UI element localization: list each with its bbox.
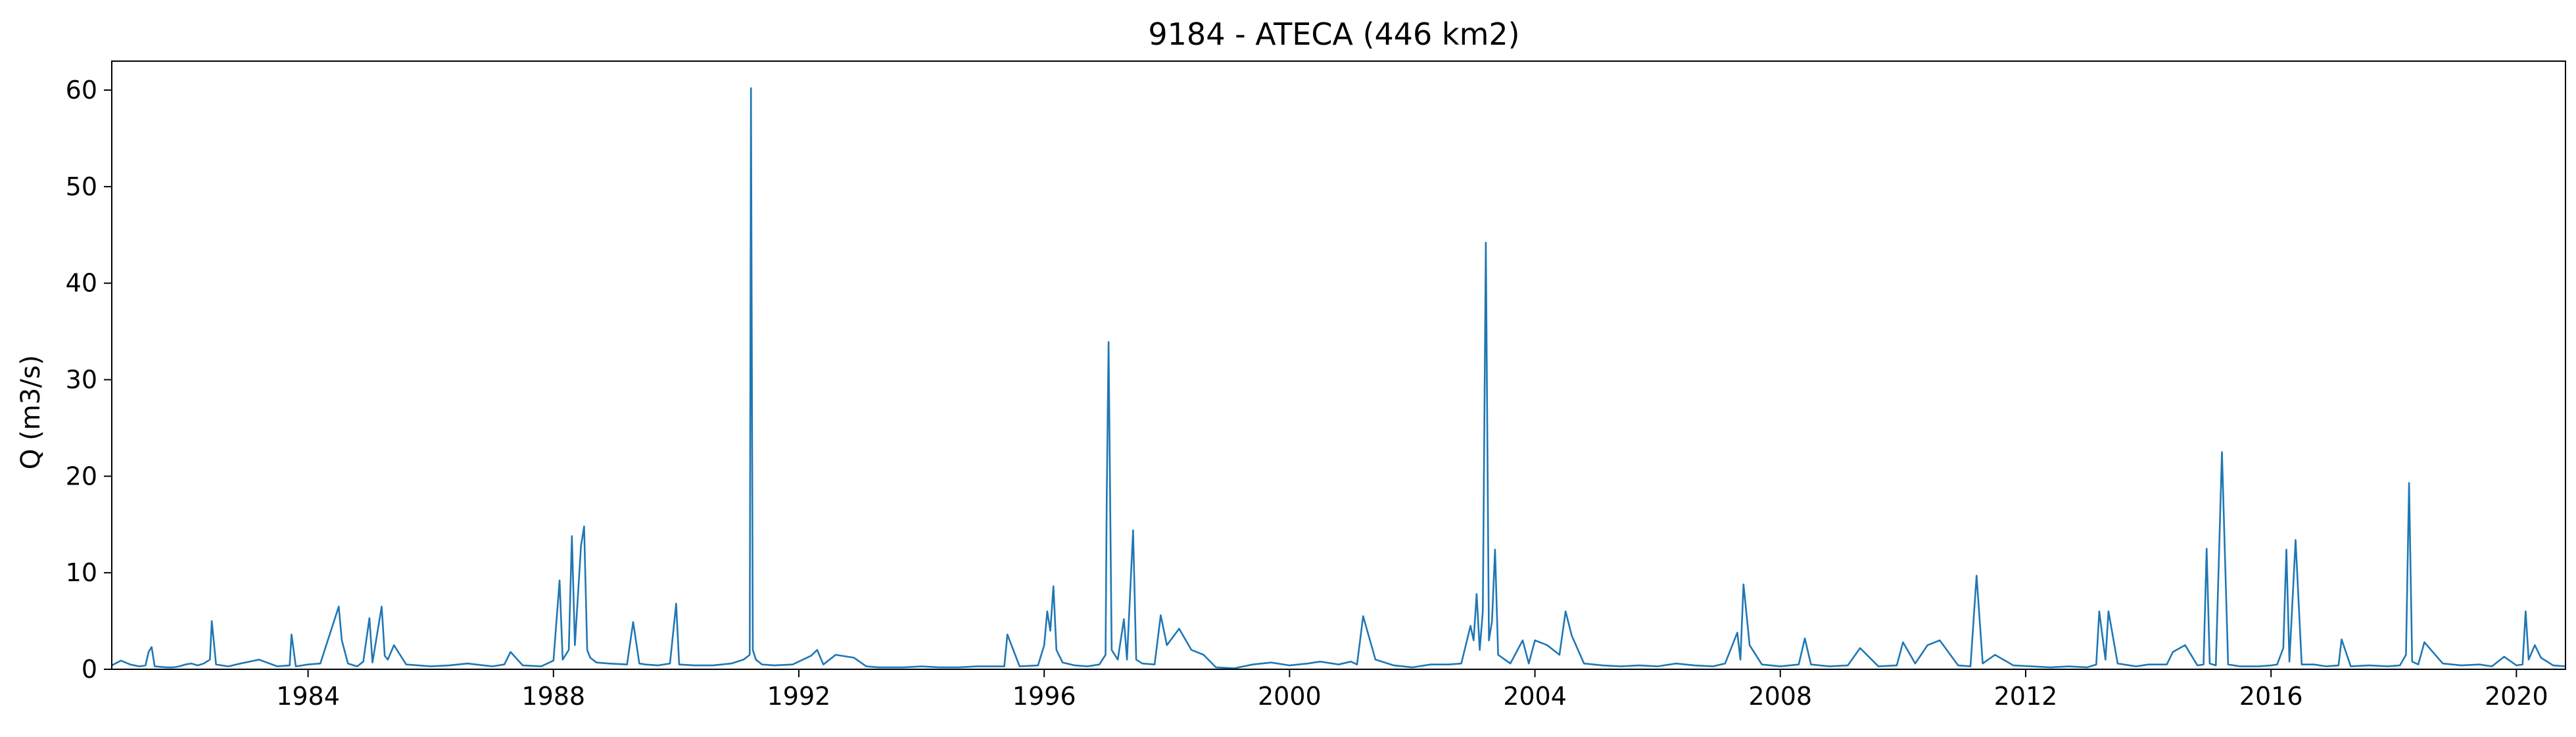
x-tick-label: 1988 [521,682,585,711]
axes-frame [111,60,2566,670]
y-tick-label: 0 [82,655,97,684]
plot-area: 1984 1988 1992 1996 2000 2004 2008 2012 2016 2020… [66,60,2566,711]
x-tick-label: 1996 [1013,682,1076,711]
chart-title: 9184 - ATECA (446 km2) [1148,16,1519,52]
x-tick-label: 2004 [1503,682,1567,711]
y-tick-label: 30 [66,366,97,394]
x-tick-label: 2012 [1994,682,2058,711]
x-tick-label: 1992 [767,682,831,711]
x-tick-label: 2020 [2485,682,2548,711]
y-tick-label: 10 [66,558,97,587]
x-tick-label: 1984 [276,682,340,711]
series-line-0 [112,87,2565,669]
x-tick-label: 2000 [1258,682,1322,711]
y-tick-label: 20 [66,462,97,490]
y-axis-label: Q (m3/s) [16,355,46,469]
y-tick-label: 50 [66,172,97,201]
y-tick-label: 60 [66,76,97,105]
x-tick-label: 2016 [2239,682,2303,711]
x-tick-label: 2008 [1748,682,1812,711]
y-tick-label: 40 [66,269,97,298]
